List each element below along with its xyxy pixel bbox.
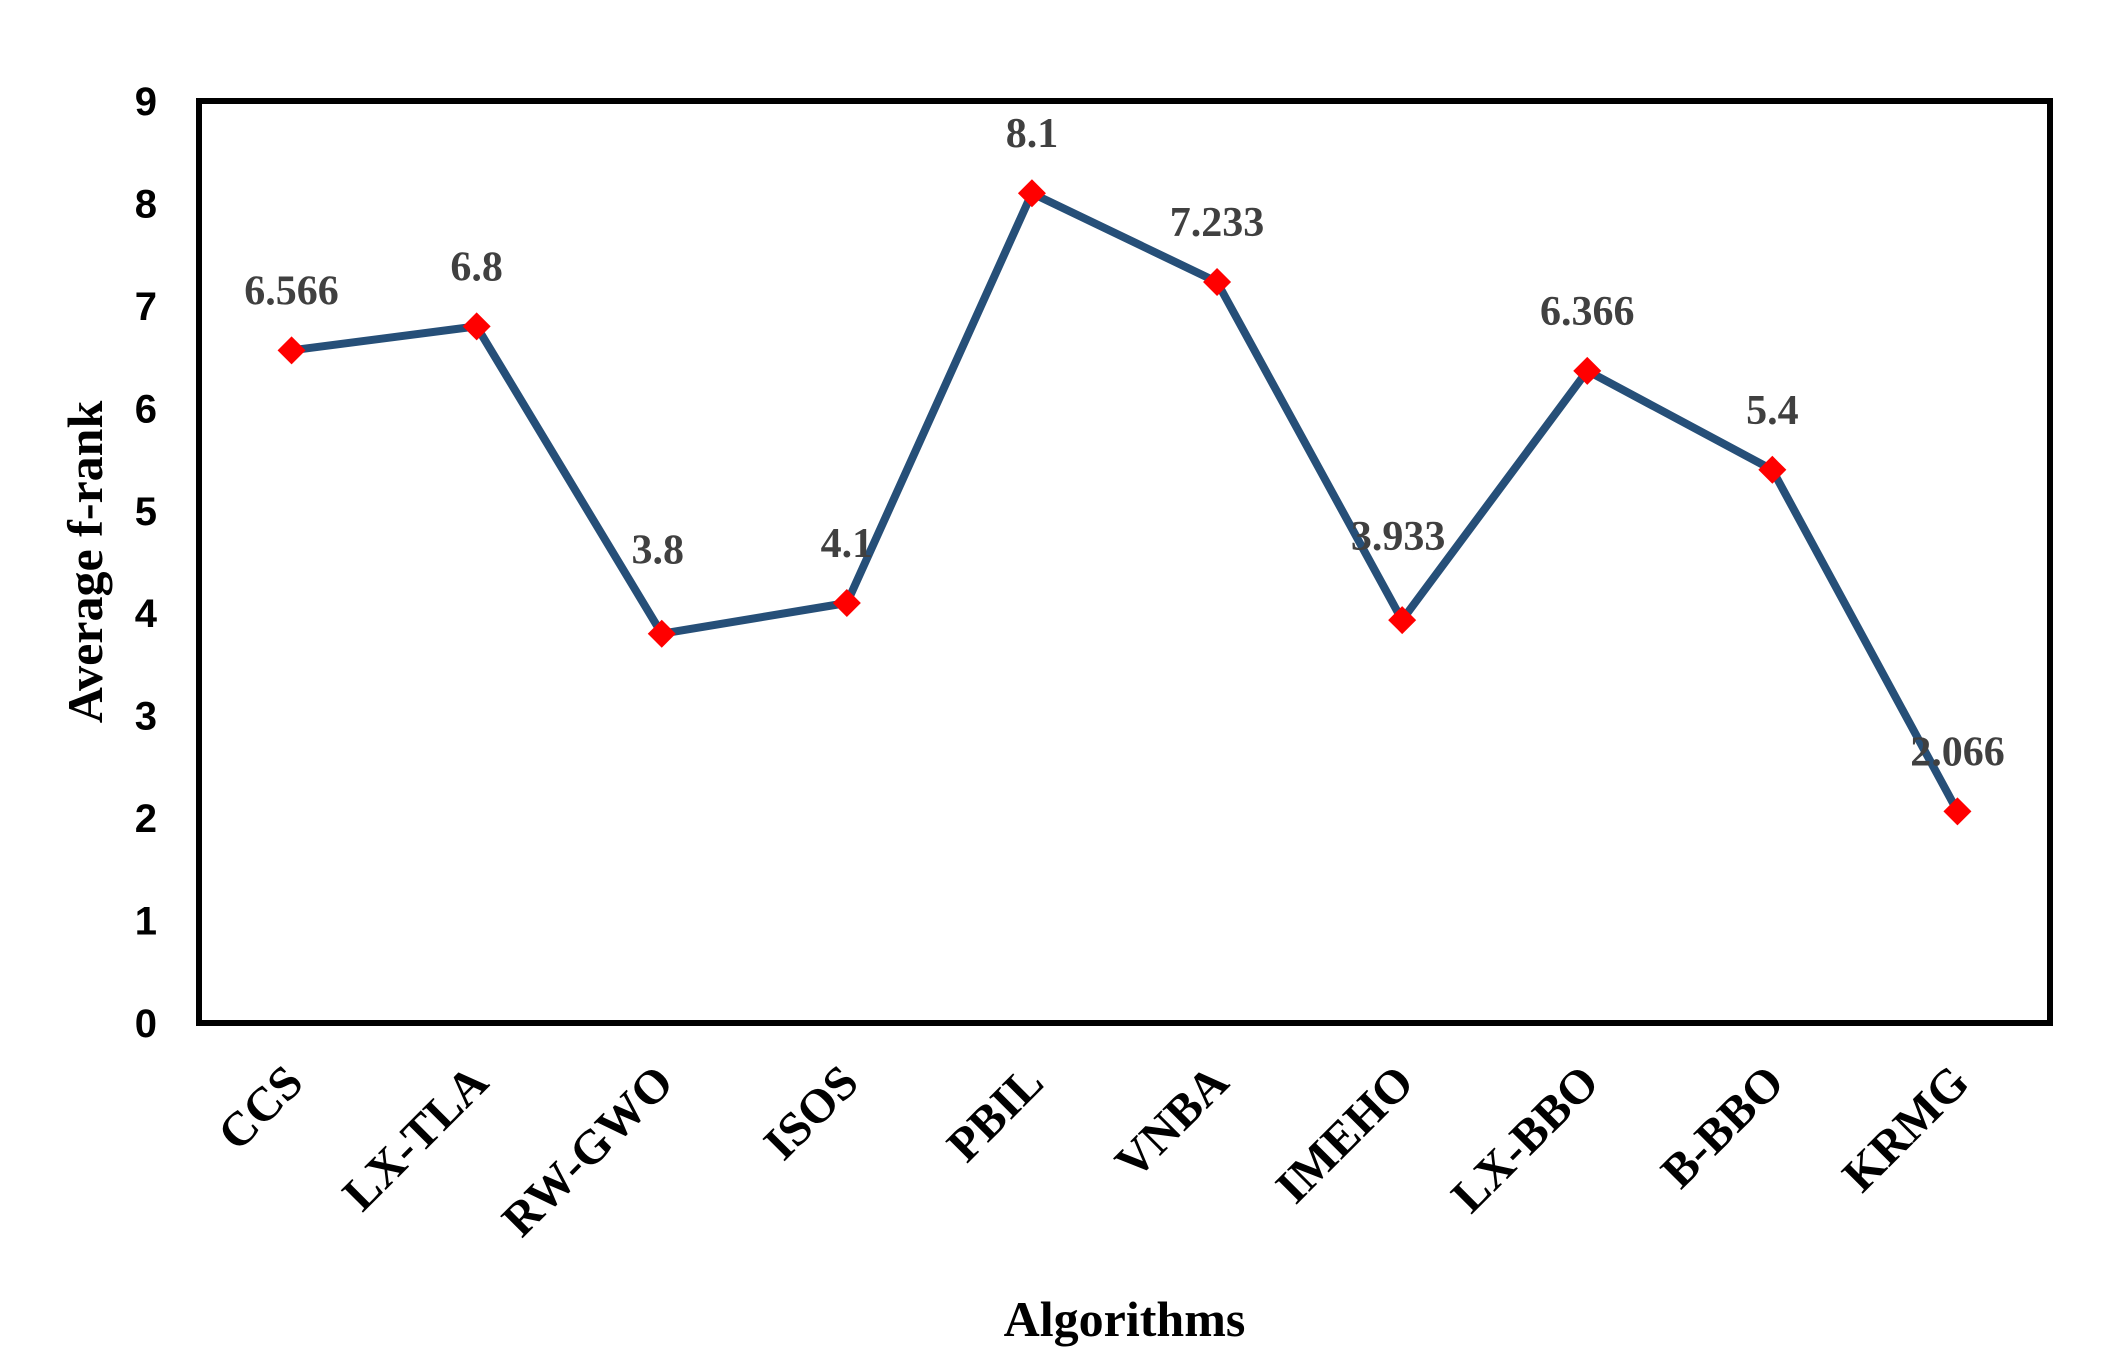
data-label: 6.366 xyxy=(1540,289,1635,335)
y-axis-title: Average f-rank xyxy=(57,401,113,724)
data-label: 3.8 xyxy=(632,528,685,574)
series-line xyxy=(287,189,1962,816)
data-point-marker xyxy=(1573,356,1602,385)
x-axis-title: Algorithms xyxy=(1004,1291,1246,1347)
y-tick-label: 0 xyxy=(135,1002,157,1046)
data-point-marker xyxy=(1943,797,1972,826)
y-tick-label: 4 xyxy=(135,592,158,636)
data-label: 2.066 xyxy=(1910,729,2005,775)
data-point-marker xyxy=(462,312,491,341)
data-label: 6.566 xyxy=(244,268,339,314)
y-tick-label: 5 xyxy=(135,490,157,534)
data-point-marker xyxy=(647,619,676,648)
data-label: 5.4 xyxy=(1746,388,1799,434)
data-label: 3.933 xyxy=(1351,514,1446,560)
data-point-marker xyxy=(1758,455,1787,484)
y-tick-label: 9 xyxy=(135,80,157,124)
y-tick-label: 7 xyxy=(135,285,157,329)
data-label: 8.1 xyxy=(1006,111,1059,157)
y-tick-label: 3 xyxy=(135,695,157,739)
series-group xyxy=(277,179,1972,826)
data-point-marker xyxy=(1388,606,1417,635)
data-point-marker xyxy=(277,336,306,365)
data-label: 7.233 xyxy=(1170,200,1265,246)
y-axis-ticks: 0 1 2 3 4 5 6 7 8 9 xyxy=(135,80,158,1046)
y-tick-label: 6 xyxy=(135,387,157,431)
data-label: 4.1 xyxy=(821,521,874,567)
data-point-marker xyxy=(832,588,861,617)
y-tick-label: 2 xyxy=(135,797,157,841)
y-tick-label: 8 xyxy=(135,182,157,226)
data-label: 6.8 xyxy=(450,244,503,290)
data-point-marker xyxy=(1203,268,1232,297)
plot-frame xyxy=(196,98,2053,1026)
y-tick-label: 1 xyxy=(135,900,157,944)
data-labels: 6.566 6.8 3.8 4.1 8.1 7.233 3.933 6.366 5.4 2.066 xyxy=(244,111,2004,775)
data-point-marker xyxy=(1017,179,1046,208)
